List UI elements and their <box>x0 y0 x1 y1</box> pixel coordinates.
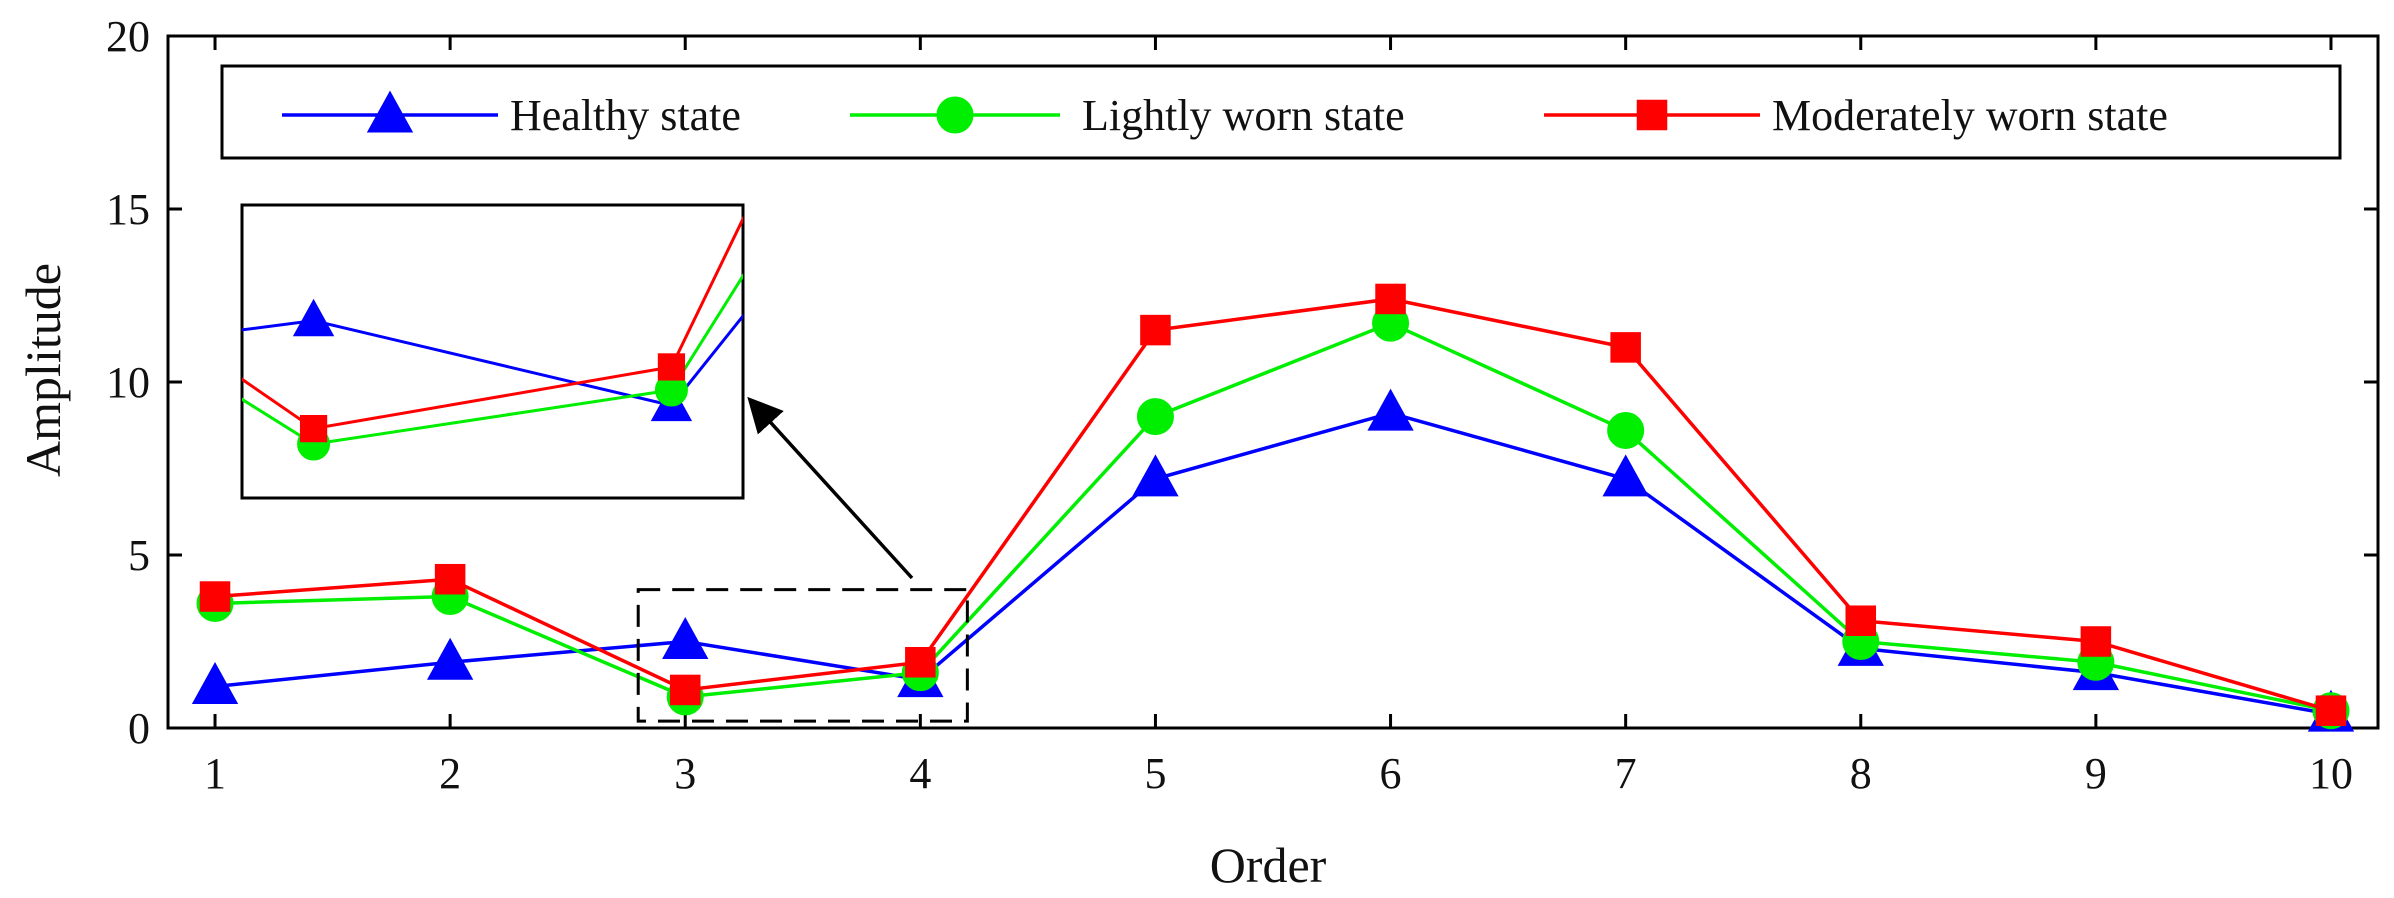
y-tick-label: 15 <box>106 185 150 234</box>
data-point <box>199 581 231 612</box>
x-tick-label: 6 <box>1380 749 1402 798</box>
data-point <box>1845 605 1877 636</box>
data-point <box>426 637 474 680</box>
data-point <box>1610 332 1641 363</box>
y-tick-label: 5 <box>128 531 150 580</box>
series-2 <box>199 283 2347 726</box>
inset-point <box>292 298 335 337</box>
zoom-region <box>636 396 969 723</box>
data-point <box>1140 314 1171 346</box>
legend-box <box>220 64 2342 160</box>
series-line <box>214 411 2332 716</box>
x-tick-label: 8 <box>1850 749 1872 798</box>
series-line <box>214 321 2332 713</box>
legend-entry-0: Healthy state <box>282 90 741 140</box>
data-point <box>905 647 936 678</box>
y-tick-label: 20 <box>106 12 150 61</box>
x-tick-label: 4 <box>909 749 931 798</box>
legend-label: Moderately worn state <box>1772 91 2168 140</box>
data-point <box>434 563 466 595</box>
series-layer <box>191 283 2355 732</box>
data-point <box>191 662 239 704</box>
legend-label: Healthy state <box>510 91 741 140</box>
legend-entry-1: Lightly worn state <box>850 91 1405 140</box>
data-point <box>1367 388 1414 431</box>
zoom-box <box>636 588 969 723</box>
y-axis-title: Amplitude <box>15 263 71 477</box>
legend-marker <box>936 96 974 134</box>
x-axis-title: Order <box>1210 837 1327 893</box>
zoom-inset <box>240 203 745 500</box>
x-tick-label: 7 <box>1615 749 1637 798</box>
x-tick-label: 1 <box>204 749 226 798</box>
legend-marker <box>1636 99 1668 131</box>
data-point <box>2315 695 2347 726</box>
x-tick-label: 10 <box>2309 749 2353 798</box>
inset-series-2 <box>242 215 743 443</box>
legend: Healthy state Lightly worn state Moderatel… <box>220 64 2342 160</box>
data-point <box>669 674 701 706</box>
inset-point <box>299 414 328 443</box>
data-point <box>1136 398 1174 436</box>
zoom-arrow <box>747 396 914 580</box>
data-point <box>2080 626 2112 657</box>
y-tick-label: 0 <box>128 704 150 753</box>
x-tick-label: 5 <box>1144 749 1166 798</box>
legend-entry-2: Moderately worn state <box>1544 91 2168 140</box>
data-point <box>1132 454 1179 497</box>
data-point <box>662 617 709 660</box>
x-tick-label: 9 <box>2085 749 2107 798</box>
data-point <box>1602 454 1649 497</box>
legend-label: Lightly worn state <box>1082 91 1405 140</box>
x-tick-label: 3 <box>674 749 696 798</box>
y-tick-label: 10 <box>106 358 150 407</box>
series-line <box>214 297 2332 713</box>
plot-area: 1 2 3 4 5 6 7 8 9 10 0 5 10 15 20 <box>106 12 2380 798</box>
data-point <box>1375 283 1406 315</box>
data-point <box>1607 411 1645 449</box>
x-tick-label: 2 <box>439 749 461 798</box>
inset-point <box>657 353 686 381</box>
inset-series <box>242 215 743 461</box>
legend-marker <box>366 90 414 133</box>
